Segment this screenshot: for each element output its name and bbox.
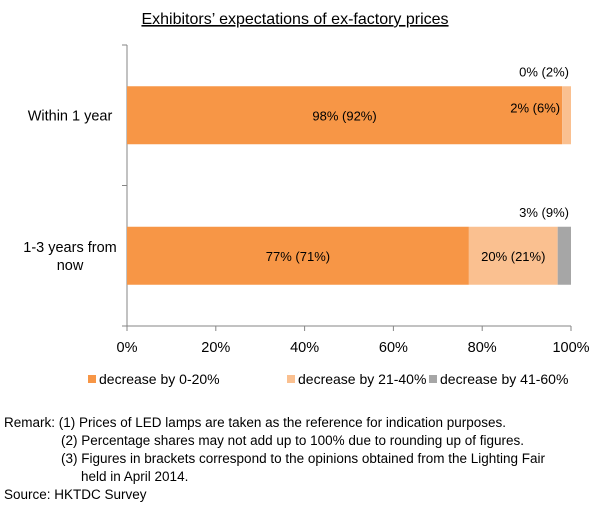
legend-label: decrease by 21-40%: [298, 371, 426, 387]
data-label: 77% (71%): [266, 249, 330, 264]
remark-item-2: (2) Percentage shares may not add up to …: [61, 433, 525, 448]
x-tick-label: 60%: [379, 340, 408, 356]
x-tick-label: 20%: [201, 340, 230, 356]
chart-title: Exhibitors’ expectations of ex-factory p…: [141, 11, 448, 28]
legend-swatch: [429, 375, 437, 383]
data-label: 0% (2%): [519, 64, 569, 79]
legend-swatch: [287, 375, 295, 383]
bar-segment: [127, 226, 469, 285]
source-note: Source: HKTDC Survey: [4, 487, 147, 502]
data-label: 3% (9%): [519, 205, 569, 220]
remarks-block: Remark: (1) Prices of LED lamps are take…: [4, 414, 596, 504]
bar-segment: [127, 86, 563, 145]
legend-label: decrease by 41-60%: [440, 371, 568, 387]
data-label: 98% (92%): [312, 108, 376, 123]
x-tick-label: 80%: [468, 340, 497, 356]
remark-label: Remark:: [4, 415, 56, 430]
bar-segment: [557, 226, 571, 285]
data-label: 20% (21%): [481, 249, 545, 264]
category-label: Within 1 year: [28, 108, 113, 124]
data-label: 2% (6%): [510, 100, 560, 115]
bar-segment: [562, 86, 571, 145]
remark-item-4: held in April 2014.: [81, 469, 189, 484]
bar-segment: [468, 226, 558, 285]
legend-swatch: [88, 375, 96, 383]
legend-label: decrease by 0-20%: [99, 371, 220, 387]
x-tick-label: 40%: [290, 340, 319, 356]
x-tick-label: 100%: [552, 340, 589, 356]
remark-line-1: Remark: (1) Prices of LED lamps are take…: [4, 414, 596, 432]
x-tick-label: 0%: [117, 340, 138, 356]
category-label: 1-3 years from now: [23, 240, 116, 274]
stacked-bar-chart: Exhibitors’ expectations of ex-factory p…: [23, 11, 589, 387]
remark-item-1: (1) Prices of LED lamps are taken as the…: [58, 415, 507, 430]
remark-item-3: (3) Figures in brackets correspond to th…: [61, 451, 546, 466]
